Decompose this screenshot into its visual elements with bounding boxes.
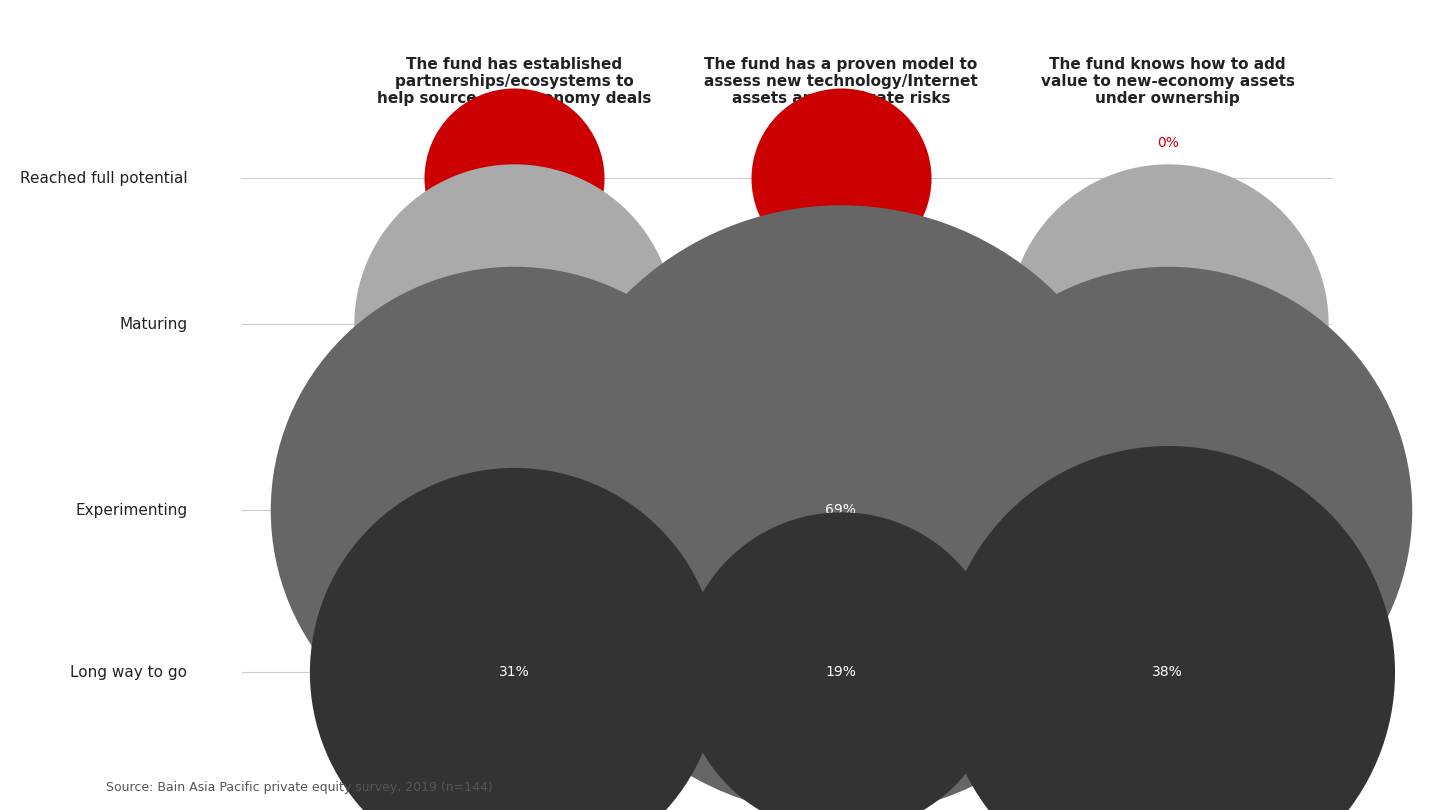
Point [829, 172, 852, 185]
Point [503, 318, 526, 330]
Text: Long way to go: Long way to go [71, 665, 187, 680]
Text: 31%: 31% [498, 665, 530, 680]
Text: 6%: 6% [829, 274, 852, 288]
Text: 6%: 6% [503, 128, 526, 142]
Text: 19%: 19% [498, 274, 530, 288]
Point [829, 504, 852, 517]
Text: Maturing: Maturing [120, 317, 187, 331]
Point [829, 318, 852, 330]
Point [503, 504, 526, 517]
Point [503, 172, 526, 185]
Text: 0%: 0% [1156, 136, 1178, 150]
Point [1156, 318, 1179, 330]
Text: The fund knows how to add
value to new-economy assets
under ownership: The fund knows how to add value to new-e… [1041, 57, 1295, 106]
Point [503, 666, 526, 679]
Text: 38%: 38% [1152, 665, 1184, 680]
Point [1156, 666, 1179, 679]
Text: 19%: 19% [825, 665, 857, 680]
Point [829, 666, 852, 679]
Text: The fund has a proven model to
assess new technology/Internet
assets and evaluat: The fund has a proven model to assess ne… [704, 57, 978, 106]
Text: 44%: 44% [1152, 503, 1184, 518]
Text: Source: Bain Asia Pacific private equity survey, 2019 (n=144): Source: Bain Asia Pacific private equity… [105, 781, 492, 794]
Text: Experimenting: Experimenting [75, 503, 187, 518]
Text: 6%: 6% [829, 128, 852, 142]
Text: 19%: 19% [1152, 274, 1184, 288]
Text: 69%: 69% [825, 503, 857, 518]
Text: Reached full potential: Reached full potential [20, 171, 187, 185]
Text: The fund has established
partnerships/ecosystems to
help source new-economy deal: The fund has established partnerships/ec… [377, 57, 651, 106]
Point [1156, 504, 1179, 517]
Text: 44%: 44% [498, 503, 530, 518]
